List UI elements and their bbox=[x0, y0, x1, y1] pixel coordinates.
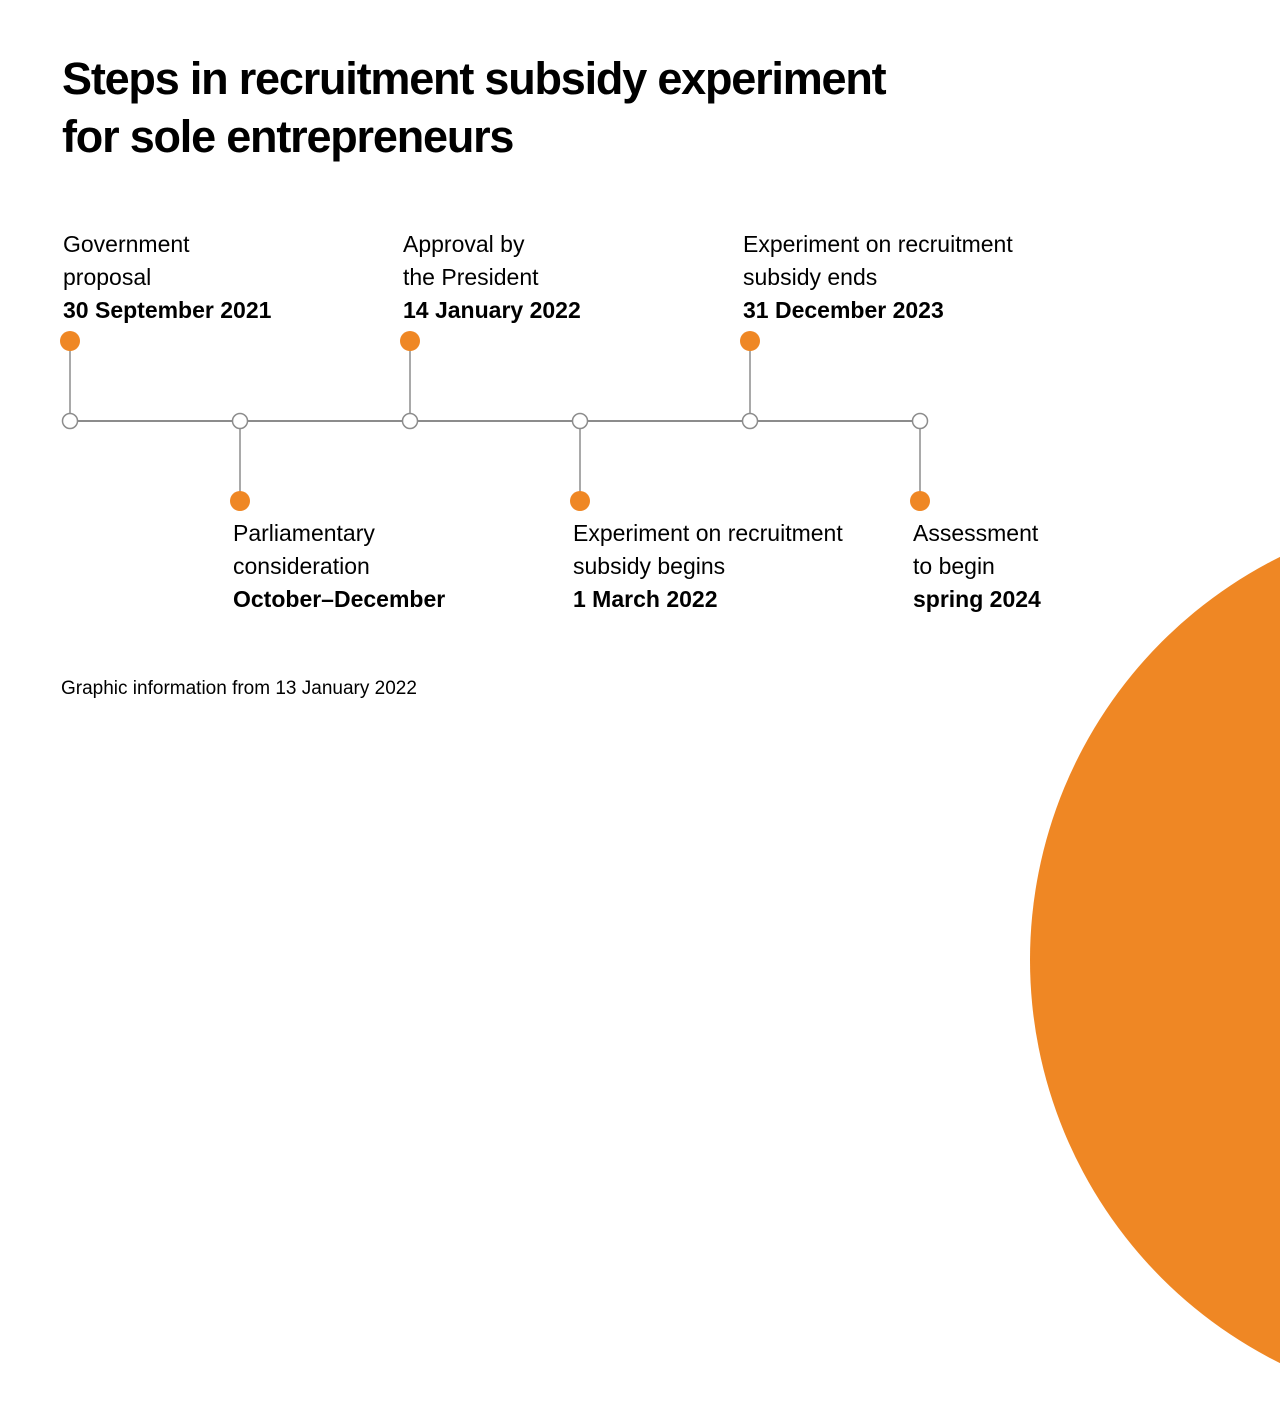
event-date: 31 December 2023 bbox=[743, 297, 944, 323]
timeline-graphic bbox=[60, 331, 930, 511]
axis-node-4 bbox=[571, 412, 589, 430]
event-label: consideration bbox=[233, 553, 370, 579]
title-line-2: for sole entrepreneurs bbox=[62, 111, 514, 162]
event-label: Assessment bbox=[913, 520, 1039, 546]
event-date: spring 2024 bbox=[913, 586, 1041, 612]
axis-node-6 bbox=[911, 412, 929, 430]
event-label: the President bbox=[403, 264, 539, 290]
event-parliamentary-consideration: Parliamentary consideration October–Dece… bbox=[233, 517, 445, 616]
axis-node-1 bbox=[61, 412, 79, 430]
event-experiment-ends: Experiment on recruitment subsidy ends 3… bbox=[743, 228, 1013, 327]
axis-node-5 bbox=[741, 412, 759, 430]
event-marker-5 bbox=[740, 331, 760, 351]
axis-node-2 bbox=[231, 412, 249, 430]
event-date: 14 January 2022 bbox=[403, 297, 581, 323]
event-marker-4 bbox=[570, 491, 590, 511]
title-line-1: Steps in recruitment subsidy experiment bbox=[62, 53, 887, 104]
event-marker-3 bbox=[400, 331, 420, 351]
event-label: Government bbox=[63, 231, 190, 257]
event-marker-1 bbox=[60, 331, 80, 351]
event-label: subsidy begins bbox=[573, 553, 726, 579]
event-marker-6 bbox=[910, 491, 930, 511]
event-label: Experiment on recruitment bbox=[573, 520, 843, 546]
axis-node-3 bbox=[401, 412, 419, 430]
event-label: Approval by bbox=[403, 231, 525, 257]
footer-note: Graphic information from 13 January 2022 bbox=[61, 678, 417, 699]
event-label: subsidy ends bbox=[743, 264, 878, 290]
event-government-proposal: Government proposal 30 September 2021 bbox=[63, 228, 271, 327]
event-presidential-approval: Approval by the President 14 January 202… bbox=[403, 228, 581, 327]
event-label: Experiment on recruitment bbox=[743, 231, 1013, 257]
event-marker-2 bbox=[230, 491, 250, 511]
event-date: October–December bbox=[233, 586, 446, 612]
event-assessment-begins: Assessment to begin spring 2024 bbox=[913, 517, 1041, 616]
event-label: proposal bbox=[63, 264, 152, 290]
event-date: 30 September 2021 bbox=[63, 297, 272, 323]
event-date: 1 March 2022 bbox=[573, 586, 718, 612]
event-label: Parliamentary bbox=[233, 520, 375, 546]
page-title: Steps in recruitment subsidy experiment … bbox=[62, 50, 887, 166]
event-experiment-begins: Experiment on recruitment subsidy begins… bbox=[573, 517, 843, 616]
event-label: to begin bbox=[913, 553, 995, 579]
